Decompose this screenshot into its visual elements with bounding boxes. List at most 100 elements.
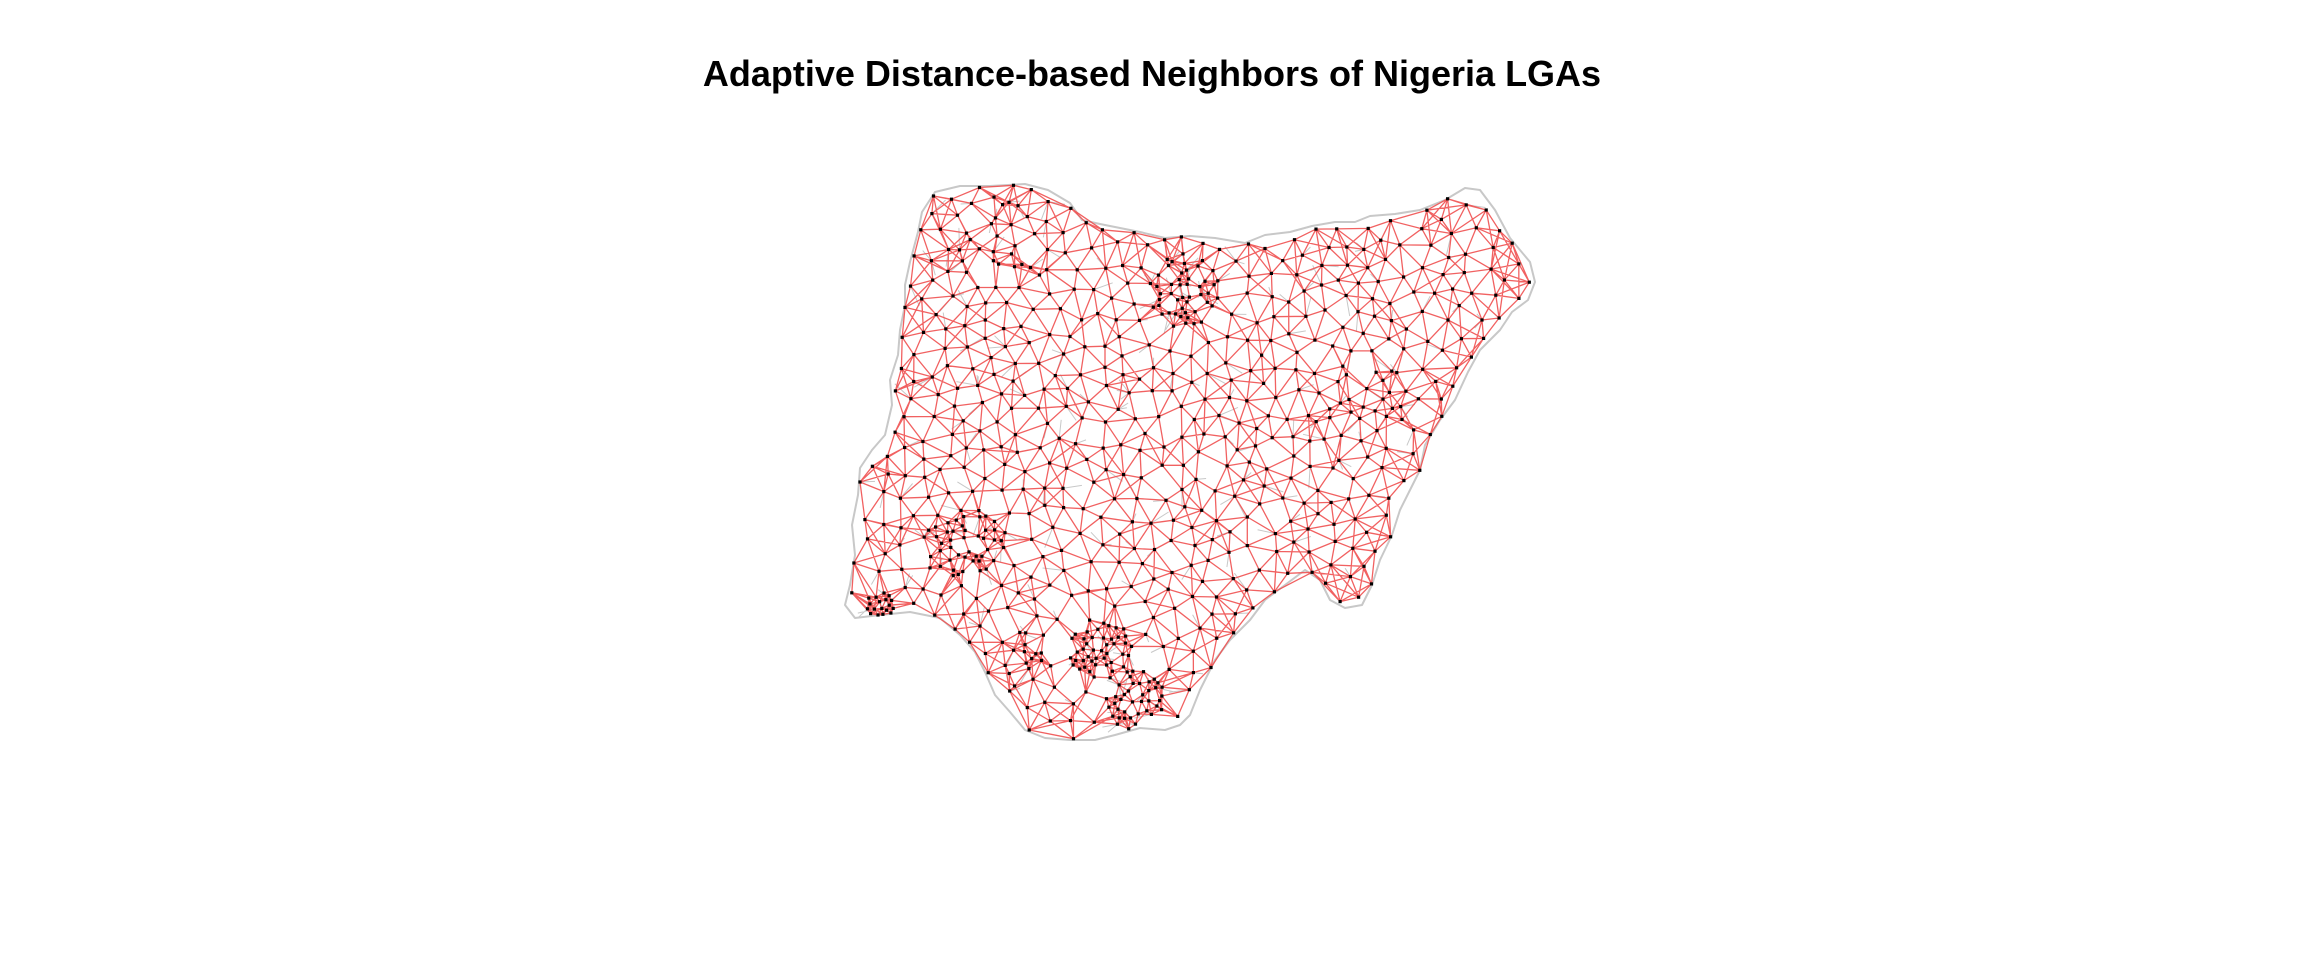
lga-centroid-point xyxy=(912,379,916,384)
lga-centroid-point xyxy=(1085,642,1089,646)
lga-centroid-point xyxy=(1388,301,1392,306)
lga-centroid-point xyxy=(1090,635,1094,640)
lga-centroid-point xyxy=(1144,632,1148,636)
lga-centroid-point xyxy=(1101,636,1106,640)
lga-centroid-point xyxy=(1270,436,1274,440)
lga-centroid-point xyxy=(1383,257,1388,261)
lga-centroid-point xyxy=(1147,680,1151,684)
lga-centroid-point xyxy=(1395,371,1399,375)
lga-centroid-point xyxy=(1338,600,1342,604)
lga-centroid-point xyxy=(1155,284,1159,288)
lga-centroid-point xyxy=(1113,701,1117,705)
lga-centroid-point xyxy=(1102,656,1106,660)
lga-centroid-point xyxy=(1071,702,1075,706)
lga-centroid-point xyxy=(1187,688,1191,692)
lga-centroid-point xyxy=(1081,647,1085,651)
lga-centroid-point xyxy=(939,593,943,597)
lga-centroid-point xyxy=(1073,632,1077,636)
lga-centroid-point xyxy=(945,530,949,534)
lga-centroid-point xyxy=(1404,327,1408,331)
lga-centroid-point xyxy=(1065,386,1070,390)
lga-centroid-point xyxy=(1300,253,1304,257)
lga-centroid-point xyxy=(899,366,903,371)
lga-centroid-point xyxy=(934,525,938,529)
lga-centroid-point xyxy=(1324,581,1328,585)
lga-centroid-point xyxy=(1289,476,1293,480)
lga-centroid-point xyxy=(1101,543,1105,547)
lga-centroid-point xyxy=(938,549,942,553)
lga-centroid-point xyxy=(1124,634,1128,638)
lga-centroid-point xyxy=(1043,486,1047,490)
lga-centroid-point xyxy=(1105,651,1109,656)
lga-centroid-point xyxy=(989,356,993,360)
lga-centroid-point xyxy=(1112,497,1117,501)
lga-centroid-point xyxy=(1214,595,1219,599)
lga-centroid-point xyxy=(1449,231,1453,236)
lga-centroid-point xyxy=(1170,260,1174,264)
lga-centroid-point xyxy=(1090,246,1094,250)
lga-centroid-point xyxy=(1498,229,1502,233)
lga-centroid-point xyxy=(992,372,996,376)
lga-centroid-point xyxy=(1273,366,1277,370)
lga-centroid-point xyxy=(1228,530,1232,534)
lga-centroid-point xyxy=(936,393,940,397)
lga-centroid-point xyxy=(1048,292,1052,296)
lga-centroid-point xyxy=(1147,343,1151,347)
lga-centroid-point xyxy=(1180,306,1184,310)
lga-centroid-point xyxy=(863,518,867,522)
lga-centroid-point xyxy=(1246,242,1251,246)
lga-centroid-point xyxy=(1484,208,1488,212)
lga-centroid-point xyxy=(1420,309,1424,313)
lga-centroid-point xyxy=(962,465,966,469)
lga-centroid-point xyxy=(898,543,902,547)
lga-centroid-point xyxy=(960,259,964,263)
lga-centroid-point xyxy=(1133,417,1137,421)
lga-centroid-point xyxy=(1270,295,1274,299)
lga-centroid-point xyxy=(1336,278,1340,282)
lga-centroid-point xyxy=(1209,665,1213,670)
lga-centroid-point xyxy=(983,651,987,656)
lga-centroid-point xyxy=(1137,318,1142,322)
lga-centroid-point xyxy=(971,489,975,493)
lga-centroid-point xyxy=(868,602,872,606)
lga-centroid-point xyxy=(887,603,891,607)
lga-centroid-point xyxy=(1317,391,1321,395)
lga-centroid-point xyxy=(1113,604,1117,608)
lga-centroid-point xyxy=(1100,228,1104,232)
lga-centroid-point xyxy=(1381,378,1385,382)
lga-centroid-point xyxy=(922,457,926,461)
lga-centroid-point xyxy=(938,467,942,471)
lga-centroid-point xyxy=(1358,416,1362,420)
lga-centroid-point xyxy=(1198,285,1202,289)
lga-centroid-point xyxy=(1178,283,1182,287)
lga-centroid-point xyxy=(1361,405,1365,409)
lga-centroid-point xyxy=(964,270,969,274)
lga-centroid-point xyxy=(1037,361,1041,365)
lga-centroid-point xyxy=(1123,641,1127,645)
lga-centroid-point xyxy=(1048,461,1052,465)
lga-centroid-point xyxy=(1233,494,1237,498)
lga-centroid-point xyxy=(1420,266,1425,270)
lga-centroid-point xyxy=(1329,563,1333,567)
lga-centroid-point xyxy=(1033,232,1037,236)
lga-centroid-point xyxy=(1018,630,1022,635)
lga-centroid-point xyxy=(992,195,996,199)
lga-centroid-point xyxy=(1078,531,1082,535)
lga-centroid-point xyxy=(1265,467,1269,471)
lga-centroid-point xyxy=(1016,204,1020,208)
lga-centroid-point xyxy=(1068,334,1072,339)
lga-centroid-point xyxy=(1193,310,1197,314)
lga-centroid-point xyxy=(1132,302,1136,306)
lga-centroid-point xyxy=(899,526,903,530)
lga-centroid-point xyxy=(1194,477,1198,481)
lga-centroid-point xyxy=(1003,663,1007,667)
lga-centroid-point xyxy=(1143,599,1147,604)
lga-centroid-point xyxy=(1203,279,1207,283)
lga-centroid-point xyxy=(1121,373,1125,377)
lga-centroid-point xyxy=(1166,587,1170,591)
lga-centroid-point xyxy=(999,583,1004,587)
lga-centroid-point xyxy=(884,598,888,602)
lga-centroid-point xyxy=(1171,324,1176,328)
lga-centroid-point xyxy=(982,448,986,452)
lga-centroid-point xyxy=(1086,400,1090,404)
